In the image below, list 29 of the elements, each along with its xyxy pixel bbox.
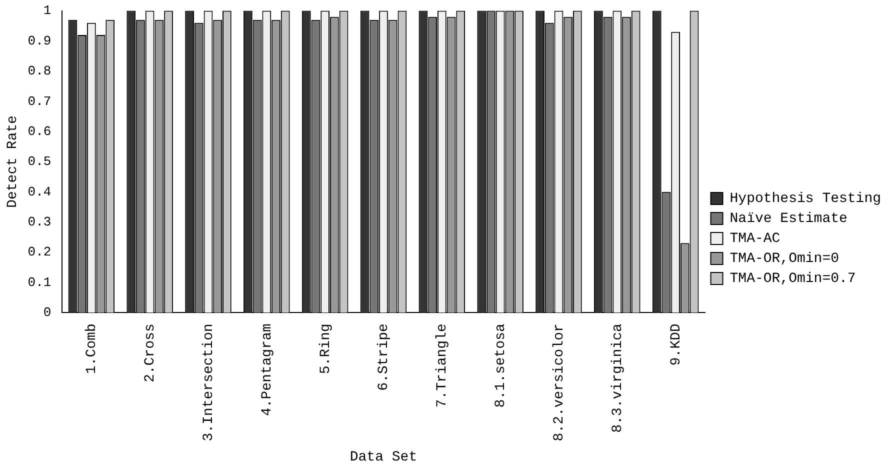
- x-tick-label: 3.Intersection: [200, 324, 217, 442]
- y-tick-label: 0.6: [28, 124, 52, 139]
- x-tick-label: 8.3.virginica: [610, 324, 626, 433]
- x-tick-label: 7.Triangle: [434, 324, 451, 408]
- y-tick-label: 0.4: [28, 184, 52, 200]
- x-tick-label: 8.2.versicolor: [551, 324, 568, 442]
- x-tick-label: 4.Pentagram: [259, 324, 276, 416]
- y-tick-label: 0.7: [28, 94, 52, 109]
- y-tick-label: 0.5: [28, 154, 52, 170]
- legend-label: Hypothesis Testing: [730, 191, 882, 208]
- x-tick-label: 2.Cross: [142, 324, 159, 382]
- x-tick-label: 1.Comb: [84, 324, 100, 374]
- legend-label: TMA-OR,Omin=0.7: [730, 271, 856, 288]
- y-axis-title: Detect Rate: [5, 115, 22, 208]
- legend-label: TMA-AC: [730, 231, 780, 248]
- y-tick-label: 0.9: [28, 33, 52, 48]
- legend-label: Naïve Estimate: [730, 211, 848, 228]
- x-tick-label: 8.1.setosa: [493, 324, 510, 408]
- y-tick-label: 0.3: [28, 214, 52, 230]
- x-tick-label: 9.KDD: [668, 324, 684, 366]
- y-tick-label: 0.8: [28, 64, 52, 79]
- x-tick-label: 6.Stripe: [376, 324, 392, 391]
- x-axis-title: Data Set: [350, 449, 418, 466]
- legend-label: TMA-OR,Omin=0: [730, 251, 839, 268]
- y-tick-label: 0.2: [28, 244, 52, 260]
- y-tick-label: 1: [43, 3, 52, 18]
- y-tick-label: 0.1: [28, 274, 52, 290]
- y-tick-label: 0: [43, 305, 52, 320]
- x-tick-label: 5.Ring: [318, 324, 334, 374]
